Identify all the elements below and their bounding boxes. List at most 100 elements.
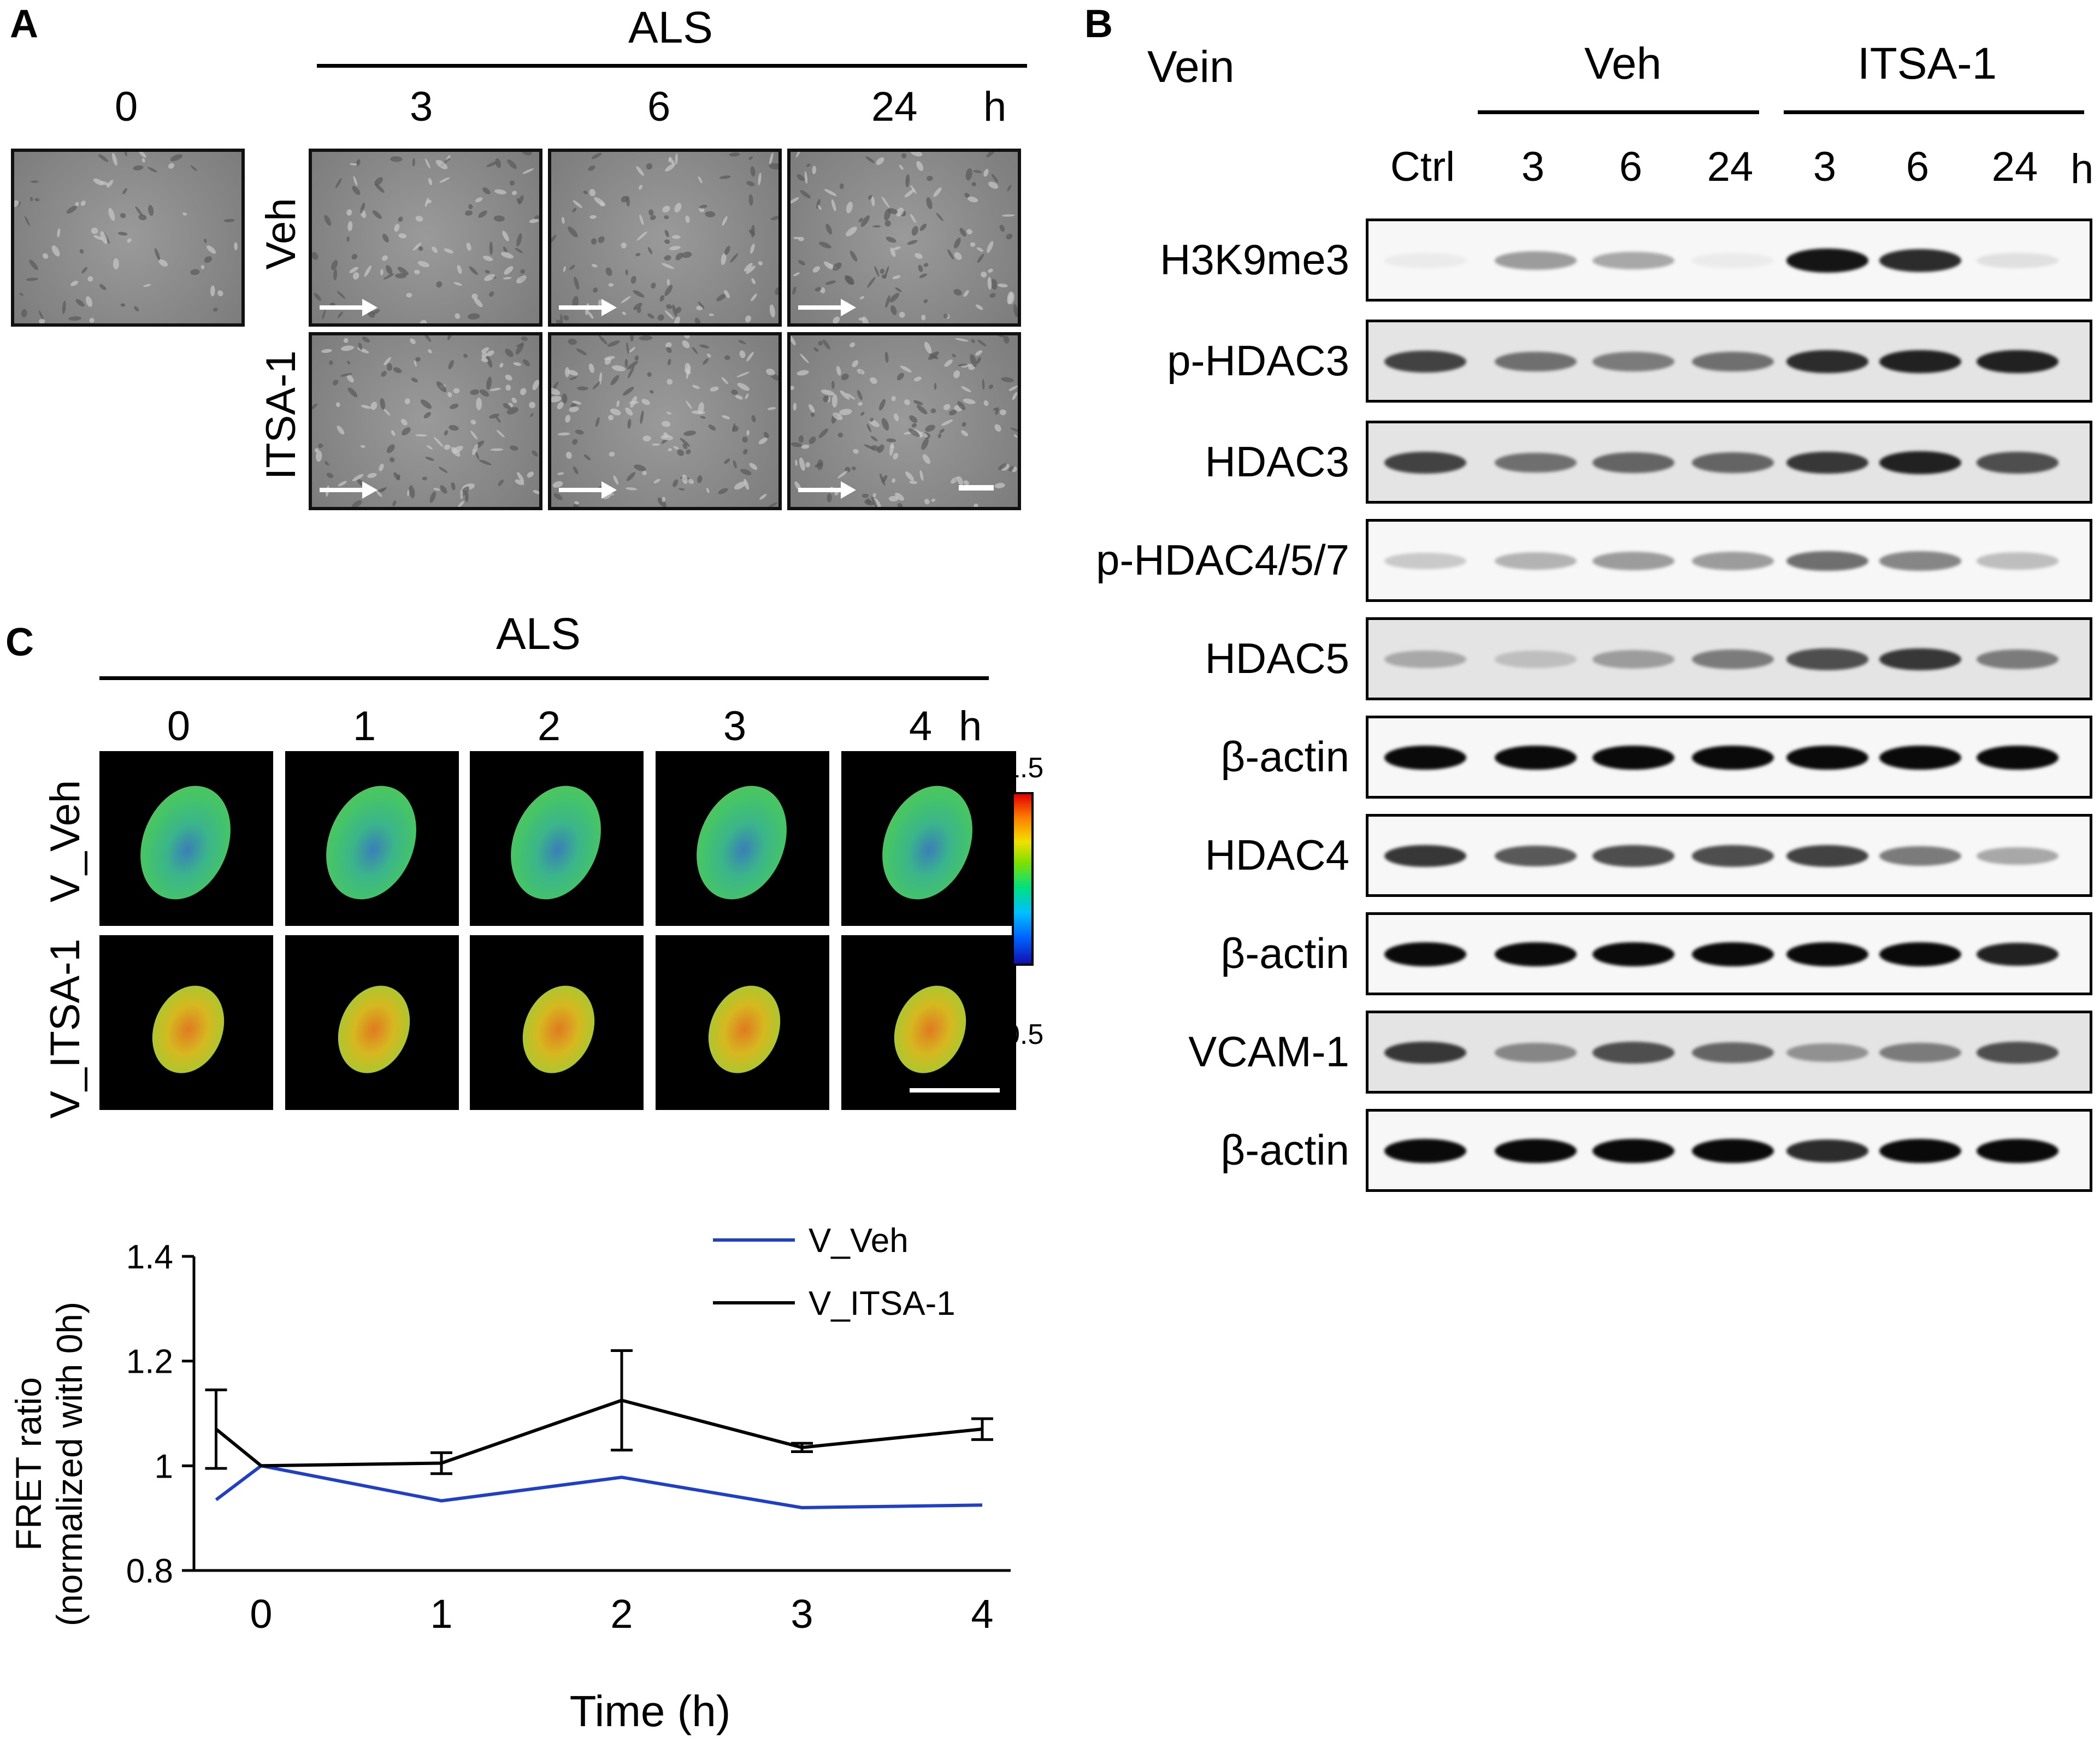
- panel-a-time-24: 24: [871, 84, 918, 130]
- blot-band: [1977, 746, 2058, 770]
- blot-band: [1977, 350, 2058, 374]
- panel-b-group-itsa: ITSA-1: [1857, 39, 1997, 88]
- blot-label: β-actin: [1220, 733, 1349, 781]
- blot-band: [1879, 942, 1961, 966]
- blot-band: [1384, 351, 1466, 373]
- arrow-icon: [798, 481, 856, 499]
- blot-label: β-actin: [1220, 929, 1349, 977]
- legend-label: V_ITSA-1: [809, 1285, 955, 1322]
- blot-band: [1977, 1042, 2058, 1064]
- blot-band: [1495, 251, 1577, 270]
- micrograph-0h: [11, 149, 245, 327]
- panel-c-letter: C: [5, 621, 34, 664]
- blot-label: H3K9me3: [1160, 235, 1349, 284]
- blot-band: [1786, 1139, 1868, 1162]
- scale-bar: [959, 485, 994, 491]
- lane-label: 3: [1813, 144, 1837, 190]
- blot-band: [1786, 249, 1868, 273]
- panel-a-row-veh: Veh: [258, 198, 304, 270]
- blot-band: [1592, 1139, 1674, 1163]
- panel-a-letter: A: [10, 2, 38, 46]
- legend-label: V_Veh: [809, 1222, 909, 1260]
- panel-a-time-3: 3: [410, 84, 433, 130]
- blot-band: [1384, 452, 1466, 474]
- panel-c-row-veh: V_Veh: [42, 780, 89, 902]
- blot-band: [1495, 452, 1577, 473]
- blot-membrane: [1366, 912, 2092, 995]
- blot-band: [1977, 942, 2058, 966]
- blot-band: [1692, 452, 1774, 473]
- blot-band: [1592, 1042, 1674, 1064]
- blot-band: [1592, 650, 1674, 669]
- blot-band: [1786, 551, 1868, 571]
- blot-band: [1786, 1043, 1868, 1062]
- fret-nucleus-image: [99, 935, 273, 1110]
- panel-a-control-time: 0: [115, 84, 138, 130]
- cell-nucleus: [494, 772, 617, 913]
- group-line-veh: [1478, 110, 1759, 114]
- arrow-icon: [320, 299, 377, 316]
- blot-band: [1592, 845, 1674, 867]
- cell-nucleus: [510, 975, 607, 1084]
- fret-nucleus-image: [656, 935, 829, 1110]
- blot-band: [1879, 249, 1961, 272]
- blot-membrane: [1366, 1109, 2092, 1192]
- blot-band: [1977, 1139, 2058, 1163]
- blot-band: [1977, 649, 2058, 669]
- x-tick-label: 3: [791, 1591, 813, 1637]
- lane-label: 24: [1991, 144, 2038, 190]
- colorbar-min: 0.5: [1004, 1019, 1044, 1050]
- blot-band: [1495, 746, 1577, 770]
- blot-band: [1384, 1041, 1466, 1064]
- micrograph-itsa-6h: [548, 332, 782, 510]
- fret-time-label: 1: [352, 703, 376, 749]
- fret-time-label: 2: [537, 703, 561, 749]
- blot-band: [1495, 1043, 1577, 1062]
- blot-label: p-HDAC4/5/7: [1096, 536, 1349, 584]
- blot-band: [1384, 1139, 1466, 1163]
- lane-label: 3: [1521, 144, 1545, 190]
- fret-nucleus-image: [285, 751, 459, 926]
- blot-band: [1495, 845, 1577, 867]
- arrow-icon: [320, 481, 377, 499]
- blot-band: [1692, 942, 1774, 966]
- blot-membrane: [1366, 617, 2092, 700]
- blot-band: [1692, 351, 1774, 372]
- blot-label: β-actin: [1220, 1126, 1349, 1174]
- blot-band: [1786, 648, 1868, 670]
- y-tick-label: 1.4: [126, 1238, 173, 1276]
- arrow-icon: [798, 299, 856, 316]
- blot-label: HDAC5: [1205, 634, 1349, 682]
- blot-membrane: [1366, 219, 2092, 302]
- blot-band: [1384, 746, 1466, 770]
- fret-nucleus-image: [285, 935, 459, 1110]
- blot-band: [1692, 552, 1774, 570]
- blot-band: [1592, 552, 1674, 570]
- cell-nucleus: [695, 975, 793, 1084]
- colorbar-max: 1.5: [1004, 752, 1044, 784]
- blot-band: [1592, 452, 1674, 473]
- micrograph-veh-24h: [787, 149, 1021, 327]
- blot-band: [1879, 1139, 1961, 1163]
- blot-label: VCAM-1: [1188, 1028, 1349, 1076]
- panel-a-header: ALS: [628, 3, 713, 52]
- x-tick-label: 1: [430, 1591, 452, 1637]
- blot-band: [1592, 942, 1674, 966]
- x-tick-label: 0: [250, 1591, 272, 1637]
- blot-band: [1786, 942, 1868, 966]
- blot-band: [1495, 1139, 1577, 1163]
- blot-band: [1977, 552, 2058, 570]
- blot-band: [1495, 942, 1577, 966]
- blot-band: [1786, 845, 1868, 867]
- fret-nucleus-image: [841, 751, 1016, 926]
- panel-c-header: ALS: [496, 609, 581, 659]
- blot-band: [1786, 451, 1868, 474]
- blot-band: [1879, 1043, 1961, 1062]
- blot-label: HDAC4: [1205, 831, 1349, 879]
- blot-band: [1879, 746, 1961, 770]
- blot-band: [1384, 845, 1466, 867]
- blot-band: [1692, 1139, 1774, 1163]
- panel-a-time-6: 6: [647, 84, 671, 130]
- blot-band: [1692, 1042, 1774, 1063]
